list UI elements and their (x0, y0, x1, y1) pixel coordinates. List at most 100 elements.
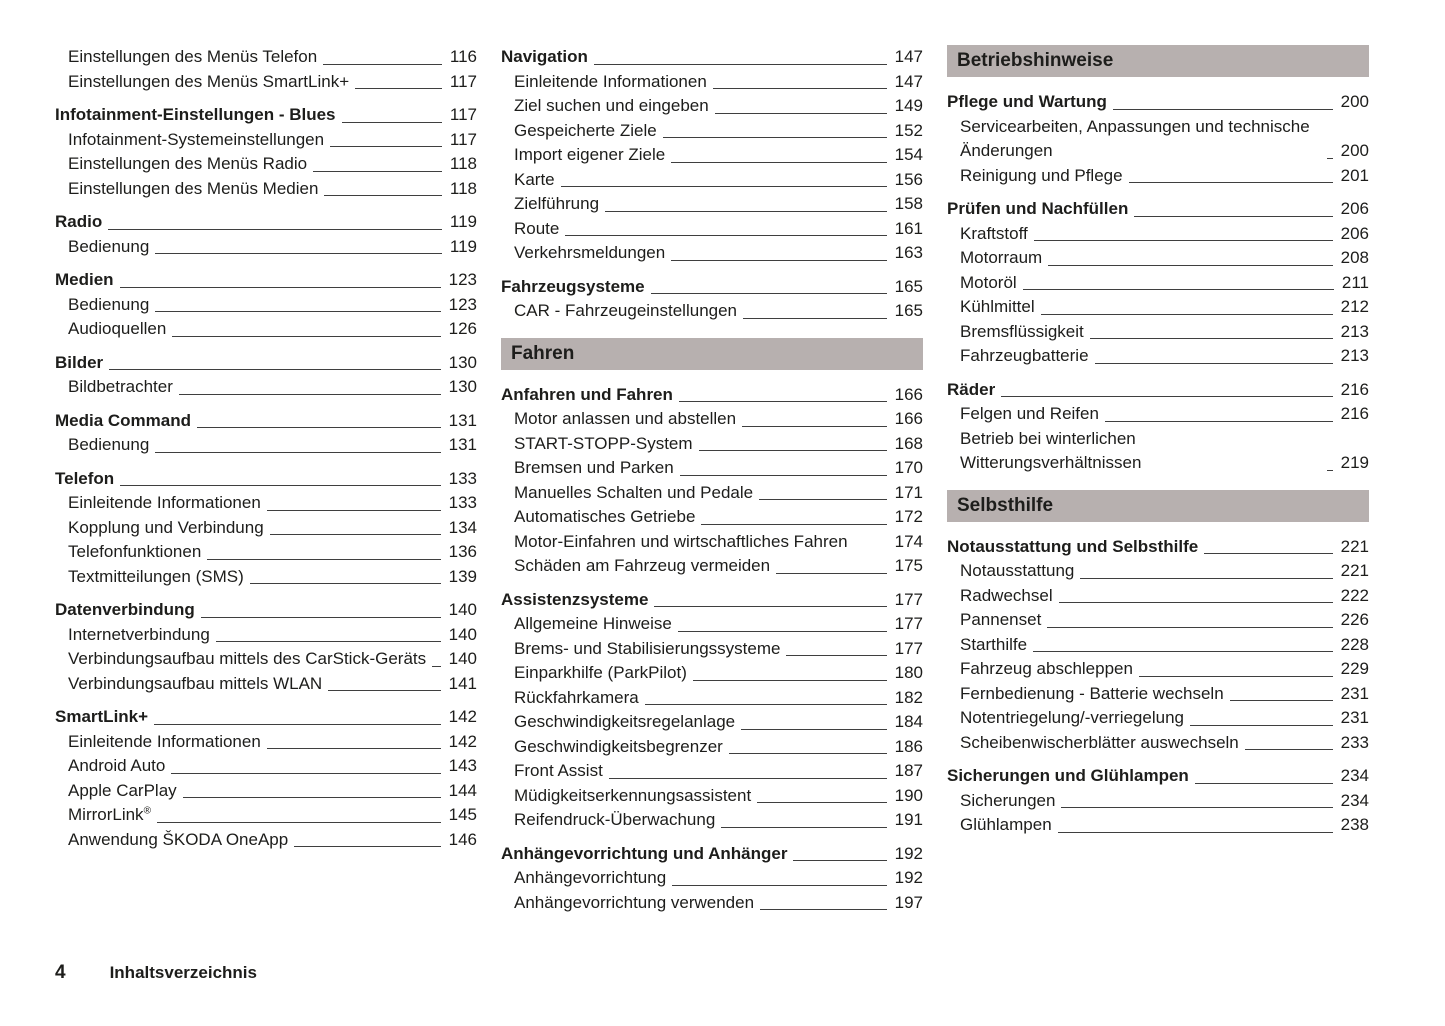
leader-line (200, 616, 441, 618)
toc-entry: CAR - Fahrzeugeinstellungen 165 (501, 299, 923, 324)
toc-entry-page: 118 (449, 178, 477, 198)
toc-entry-page: 226 (1340, 610, 1369, 629)
toc-entry: Infotainment-Einstellungen - Blues 117 (55, 103, 477, 128)
toc-entry: Geschwindigkeitsregelanlage 184 (501, 710, 923, 735)
page-footer: 4 Inhaltsverzeichnis (55, 962, 257, 984)
toc-entry-page: 168 (894, 433, 923, 453)
leader-line (728, 753, 887, 754)
leader-line (692, 679, 887, 681)
toc-entry-label: Motorraum (960, 248, 1043, 267)
toc-entry: Telefon 133 (55, 467, 477, 492)
toc-entry-label: CAR - Fahrzeugeinstellungen (514, 301, 738, 320)
leader-line (1104, 420, 1333, 422)
toc-entry-page: 131 (448, 410, 477, 430)
leader-line (1057, 831, 1333, 833)
leader-line (155, 311, 441, 312)
toc-group: Anfahren und Fahren 166 Motor anlassen und… (501, 383, 923, 579)
toc-entry-page: 191 (894, 810, 923, 829)
toc-entry: Pflege und Wartung 200 (947, 90, 1369, 115)
toc-entry: Prüfen und Nachfüllen 206 (947, 197, 1369, 222)
toc-entry-label: Sicherungen (960, 790, 1056, 810)
footer-title: Inhaltsverzeichnis (109, 963, 257, 982)
toc-entry-page: 229 (1340, 659, 1369, 678)
toc-entry-label: Räder (947, 379, 996, 399)
leader-line (1326, 157, 1333, 159)
toc-entry-label: Bremsflüssigkeit (960, 321, 1084, 341)
leader-line (341, 121, 442, 123)
toc-entry-label: Kraftstoff (960, 223, 1028, 243)
toc-entry-page: 117 (449, 71, 477, 91)
toc-entry-page: 142 (448, 707, 477, 726)
toc-entry: Media Command 131 (55, 409, 477, 434)
toc-group: Räder 216 Felgen und Reifen 216 Betrieb bei … (947, 378, 1369, 476)
toc-entry-page: 171 (894, 482, 923, 502)
toc-entry: Anwendung ŠKODA OneApp 146 (55, 828, 477, 853)
toc-entry-page: 144 (448, 780, 477, 800)
toc-entry-label: Assistenzsysteme (501, 589, 649, 609)
toc-entry-page: 147 (894, 47, 923, 66)
toc-entry-page: 190 (894, 785, 923, 805)
leader-line (743, 317, 887, 319)
leader-line (605, 210, 887, 212)
toc-entry-page: 174 (894, 531, 923, 551)
leader-line (1058, 602, 1333, 603)
toc-entry-label: Motor anlassen und abstellen (514, 409, 737, 428)
toc-entry-page: 233 (1340, 732, 1369, 752)
leader-line (249, 583, 441, 584)
toc-entry-page: 140 (448, 600, 477, 619)
toc-entry: Motor anlassen und abstellen 166 (501, 407, 923, 432)
toc-entry: Telefonfunktionen 136 (55, 540, 477, 565)
toc-entry: Reinigung und Pflege 201 (947, 164, 1369, 189)
toc-entry: Datenverbindung 140 (55, 598, 477, 623)
toc-group: Radio 119 Bedienung 119 (55, 210, 477, 259)
toc-entry: Anfahren und Fahren 166 (501, 383, 923, 408)
toc-group: Pflege und Wartung 200 Servicearbeiten, An… (947, 90, 1369, 188)
toc-entry-page: 177 (894, 614, 923, 633)
toc-entry-page: 119 (449, 212, 477, 231)
toc-entry-label: Einstellungen des Menüs SmartLink+ (68, 71, 350, 91)
toc-entry-label: Radwechsel (960, 585, 1053, 605)
leader-line (215, 641, 441, 642)
toc-entry-page: 130 (448, 377, 477, 396)
toc-entry-page: 200 (1340, 141, 1369, 160)
toc-entry: Felgen und Reifen 216 (947, 402, 1369, 427)
toc-entry-label: Bedienung (68, 236, 150, 256)
toc-entry: Einparkhilfe (ParkPilot) 180 (501, 661, 923, 686)
toc-entry-label: Müdigkeitserkennungsassistent (514, 785, 752, 805)
toc-entry: Einstellungen des Menüs Telefon 116 (55, 45, 477, 70)
leader-line (679, 474, 887, 476)
toc-entry-page: 145 (448, 805, 477, 824)
toc-entry: Fahrzeugsysteme 165 (501, 275, 923, 300)
toc-entry-page: 165 (894, 301, 923, 320)
leader-line (1326, 469, 1333, 471)
toc-entry-page: 177 (894, 589, 923, 609)
toc-entry-label: Pannenset (960, 610, 1042, 629)
leader-line (178, 393, 441, 395)
leader-line (560, 186, 887, 187)
toc-entry: Räder 216 (947, 378, 1369, 403)
leader-line (650, 293, 887, 294)
toc-group: SmartLink+ 142 Einleitende Informationen 14… (55, 705, 477, 852)
leader-line (1128, 182, 1333, 183)
toc-columns: Einstellungen des Menüs Telefon 116 Einste… (55, 45, 1369, 924)
toc-entry-page: 126 (448, 319, 477, 338)
leader-line (677, 630, 887, 632)
toc-entry-page: 184 (894, 712, 923, 731)
toc-entry: Servicearbeiten, Anpassungen und technis… (947, 115, 1369, 164)
toc-entry-page: 192 (894, 868, 923, 887)
toc-entry: Einstellungen des Menüs Radio 118 (55, 152, 477, 177)
toc-entry-label: Anhängevorrichtung und Anhänger (501, 843, 788, 863)
toc-entry-label: Allgemeine Hinweise (514, 614, 672, 633)
toc-entry: Bremsflüssigkeit 213 (947, 320, 1369, 345)
toc-entry: Bildbetrachter 130 (55, 375, 477, 400)
toc-entry: Bedienung 123 (55, 293, 477, 318)
toc-entry-label: Glühlampen (960, 815, 1052, 834)
toc-entry: Pannenset 226 (947, 608, 1369, 633)
toc-entry: Notausstattung und Selbsthilfe 221 (947, 535, 1369, 560)
toc-entry: Scheibenwischerblätter auswechseln 233 (947, 731, 1369, 756)
toc-entry-label: Radio (55, 212, 103, 231)
leader-line (654, 606, 887, 607)
page-number: 4 (55, 962, 66, 983)
toc-entry-label: Kopplung und Verbindung (68, 517, 264, 537)
toc-entry-page: 238 (1340, 815, 1369, 834)
